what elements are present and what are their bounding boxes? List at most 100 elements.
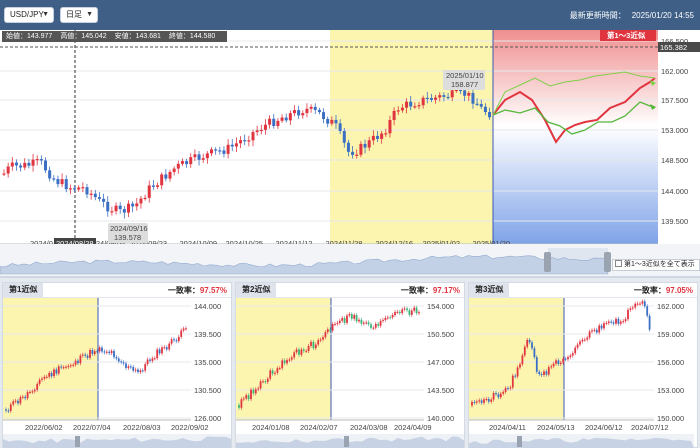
approx-panel-3[interactable]: 第3近似 一致率：97.05% 162.000 159.000 156.000 153… [468, 282, 698, 448]
panel-chart: 144.000139.500135.000130.500126.0002022/… [3, 298, 231, 448]
candle [283, 360, 286, 364]
candle [326, 329, 329, 333]
candle [89, 350, 91, 358]
candle [122, 362, 125, 364]
candle [386, 317, 389, 319]
candle [418, 312, 420, 314]
panel-tag: 第1近似 [3, 283, 44, 297]
candle [475, 103, 479, 105]
candle [499, 393, 502, 398]
candle [400, 107, 404, 111]
candle [205, 153, 209, 159]
candle [254, 389, 257, 394]
candle [110, 350, 113, 354]
candle [473, 401, 476, 403]
candle [226, 144, 230, 154]
candle [305, 350, 308, 352]
checkbox-icon[interactable] [615, 260, 622, 267]
candle [389, 317, 392, 319]
candle [139, 198, 143, 204]
projection-line-3 [492, 71, 656, 116]
y-tick-label: 126.000 [194, 414, 221, 423]
candle [185, 328, 187, 330]
candle [336, 322, 339, 324]
navigator[interactable]: 第1〜3近似を全て表示 [0, 244, 700, 276]
currency-pair-select[interactable]: USD/JPY ▼ [4, 7, 54, 23]
y-tick-label: 162.000 [657, 302, 684, 311]
candle [615, 318, 617, 324]
candle [31, 159, 35, 166]
navigator-handle-left[interactable] [544, 252, 551, 272]
candle [576, 344, 579, 348]
candle [280, 117, 284, 121]
candle [288, 359, 291, 361]
period-select[interactable]: 日足 ▼ [60, 7, 98, 23]
candle [117, 358, 120, 362]
candle [574, 347, 577, 354]
candle [627, 309, 629, 320]
candle [579, 341, 581, 345]
approx-panel-2[interactable]: 第2近似 一致率：97.17% 154.000 150.500 147.000 143… [235, 282, 465, 448]
match-rate-label: 一致率： [400, 286, 433, 295]
candle [137, 369, 139, 373]
show-all-approximations-toggle[interactable]: 第1〜3近似を全て表示 [612, 259, 700, 271]
candle [531, 342, 533, 349]
candle [33, 389, 36, 392]
candle [29, 391, 31, 393]
candle [643, 301, 646, 307]
candle [77, 187, 81, 190]
candle [360, 319, 363, 324]
candle [545, 371, 548, 375]
candle [197, 154, 201, 160]
navigator-handle-right[interactable] [604, 252, 611, 272]
x-tick-label: 2024/01/08 [252, 423, 290, 432]
candle [134, 369, 137, 371]
candle [631, 307, 634, 309]
x-tick-label: 2024/10/09 [180, 239, 218, 248]
candle [485, 399, 488, 401]
candle [38, 379, 41, 384]
arrow-marker [650, 104, 656, 110]
candle [617, 318, 620, 324]
candle [182, 328, 185, 331]
candle [125, 363, 127, 368]
candle [372, 327, 375, 329]
candle [189, 157, 193, 165]
x-tick-label: 2024/03/08 [350, 423, 388, 432]
approx-panel-1[interactable]: 第1近似 一致率：97.57% 144.000 139.500 135.000 130… [2, 282, 232, 448]
candle [639, 303, 641, 305]
x-tick-label: 2024/10/25 [226, 239, 264, 248]
candle [147, 185, 151, 198]
y-tick-label: 148.500 [661, 156, 688, 165]
candle [514, 375, 517, 377]
candle [262, 381, 264, 383]
candle [442, 95, 446, 97]
candle [252, 389, 255, 394]
candle [55, 369, 58, 374]
candle [271, 370, 274, 374]
y-tick-label: 157.500 [661, 96, 688, 105]
candle [463, 90, 467, 96]
y-tick-label: 147.000 [427, 358, 454, 367]
candle [274, 372, 276, 374]
candle [648, 315, 651, 330]
candle [413, 307, 416, 311]
candle [634, 303, 637, 308]
match-period-highlight [236, 298, 331, 420]
candle [317, 340, 320, 345]
candle [268, 118, 272, 125]
candle [129, 366, 132, 368]
main-chart[interactable]: 166.500 162.000 157.500 153.000 148.500 144.0… [0, 30, 700, 276]
candle [19, 397, 22, 404]
candle [459, 89, 462, 92]
panel-navigator-series [3, 436, 231, 448]
annotation-low-date: 2024/09/16 [110, 224, 148, 233]
x-tick-label: 2024/05/13 [537, 423, 575, 432]
candle [382, 319, 384, 321]
candle [483, 399, 485, 403]
candle [376, 135, 379, 139]
candle [17, 400, 19, 404]
candle [391, 315, 394, 318]
candle [384, 317, 387, 320]
candle [636, 303, 639, 305]
